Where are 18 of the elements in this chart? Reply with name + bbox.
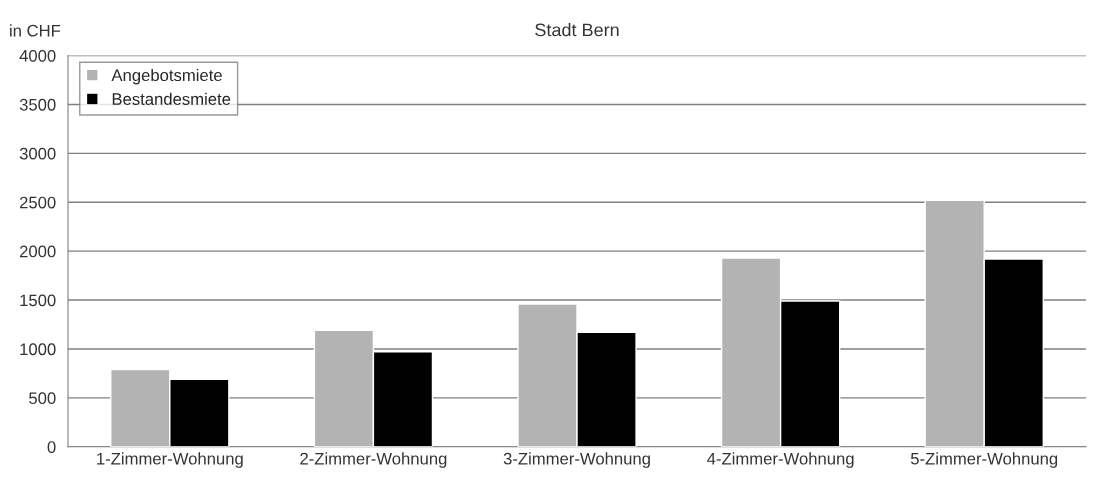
y-tick-label: 2500 xyxy=(19,196,56,209)
x-tick-label: 1-Zimmer-Wohnung xyxy=(97,452,243,468)
y-tick-label: 2000 xyxy=(19,245,56,258)
legend-label: Bestandesmiete xyxy=(112,92,231,105)
y-tick-label: 3500 xyxy=(19,98,56,111)
legend-label: Angebotsmiete xyxy=(111,68,222,85)
x-tick-label: 2-Zimmer-Wohnung xyxy=(300,452,447,468)
x-tick-label: 3-Zimmer-Wohnung xyxy=(503,452,650,468)
y-tick-label: 4000 xyxy=(19,49,56,62)
x-tick-label: 5-Zimmer-Wohnung xyxy=(910,452,1058,468)
x-tick-label: 4-Zimmer-Wohnung xyxy=(707,452,854,468)
y-tick-label: 500 xyxy=(29,392,56,405)
y-tick-label: 0 xyxy=(47,441,56,453)
y-tick-label: 1500 xyxy=(20,294,56,307)
y-tick-label: 1000 xyxy=(20,343,56,356)
y-axis-title: in CHF xyxy=(10,24,61,37)
y-tick-label: 3000 xyxy=(19,147,56,160)
chart-title: Stadt Bern xyxy=(535,23,619,37)
